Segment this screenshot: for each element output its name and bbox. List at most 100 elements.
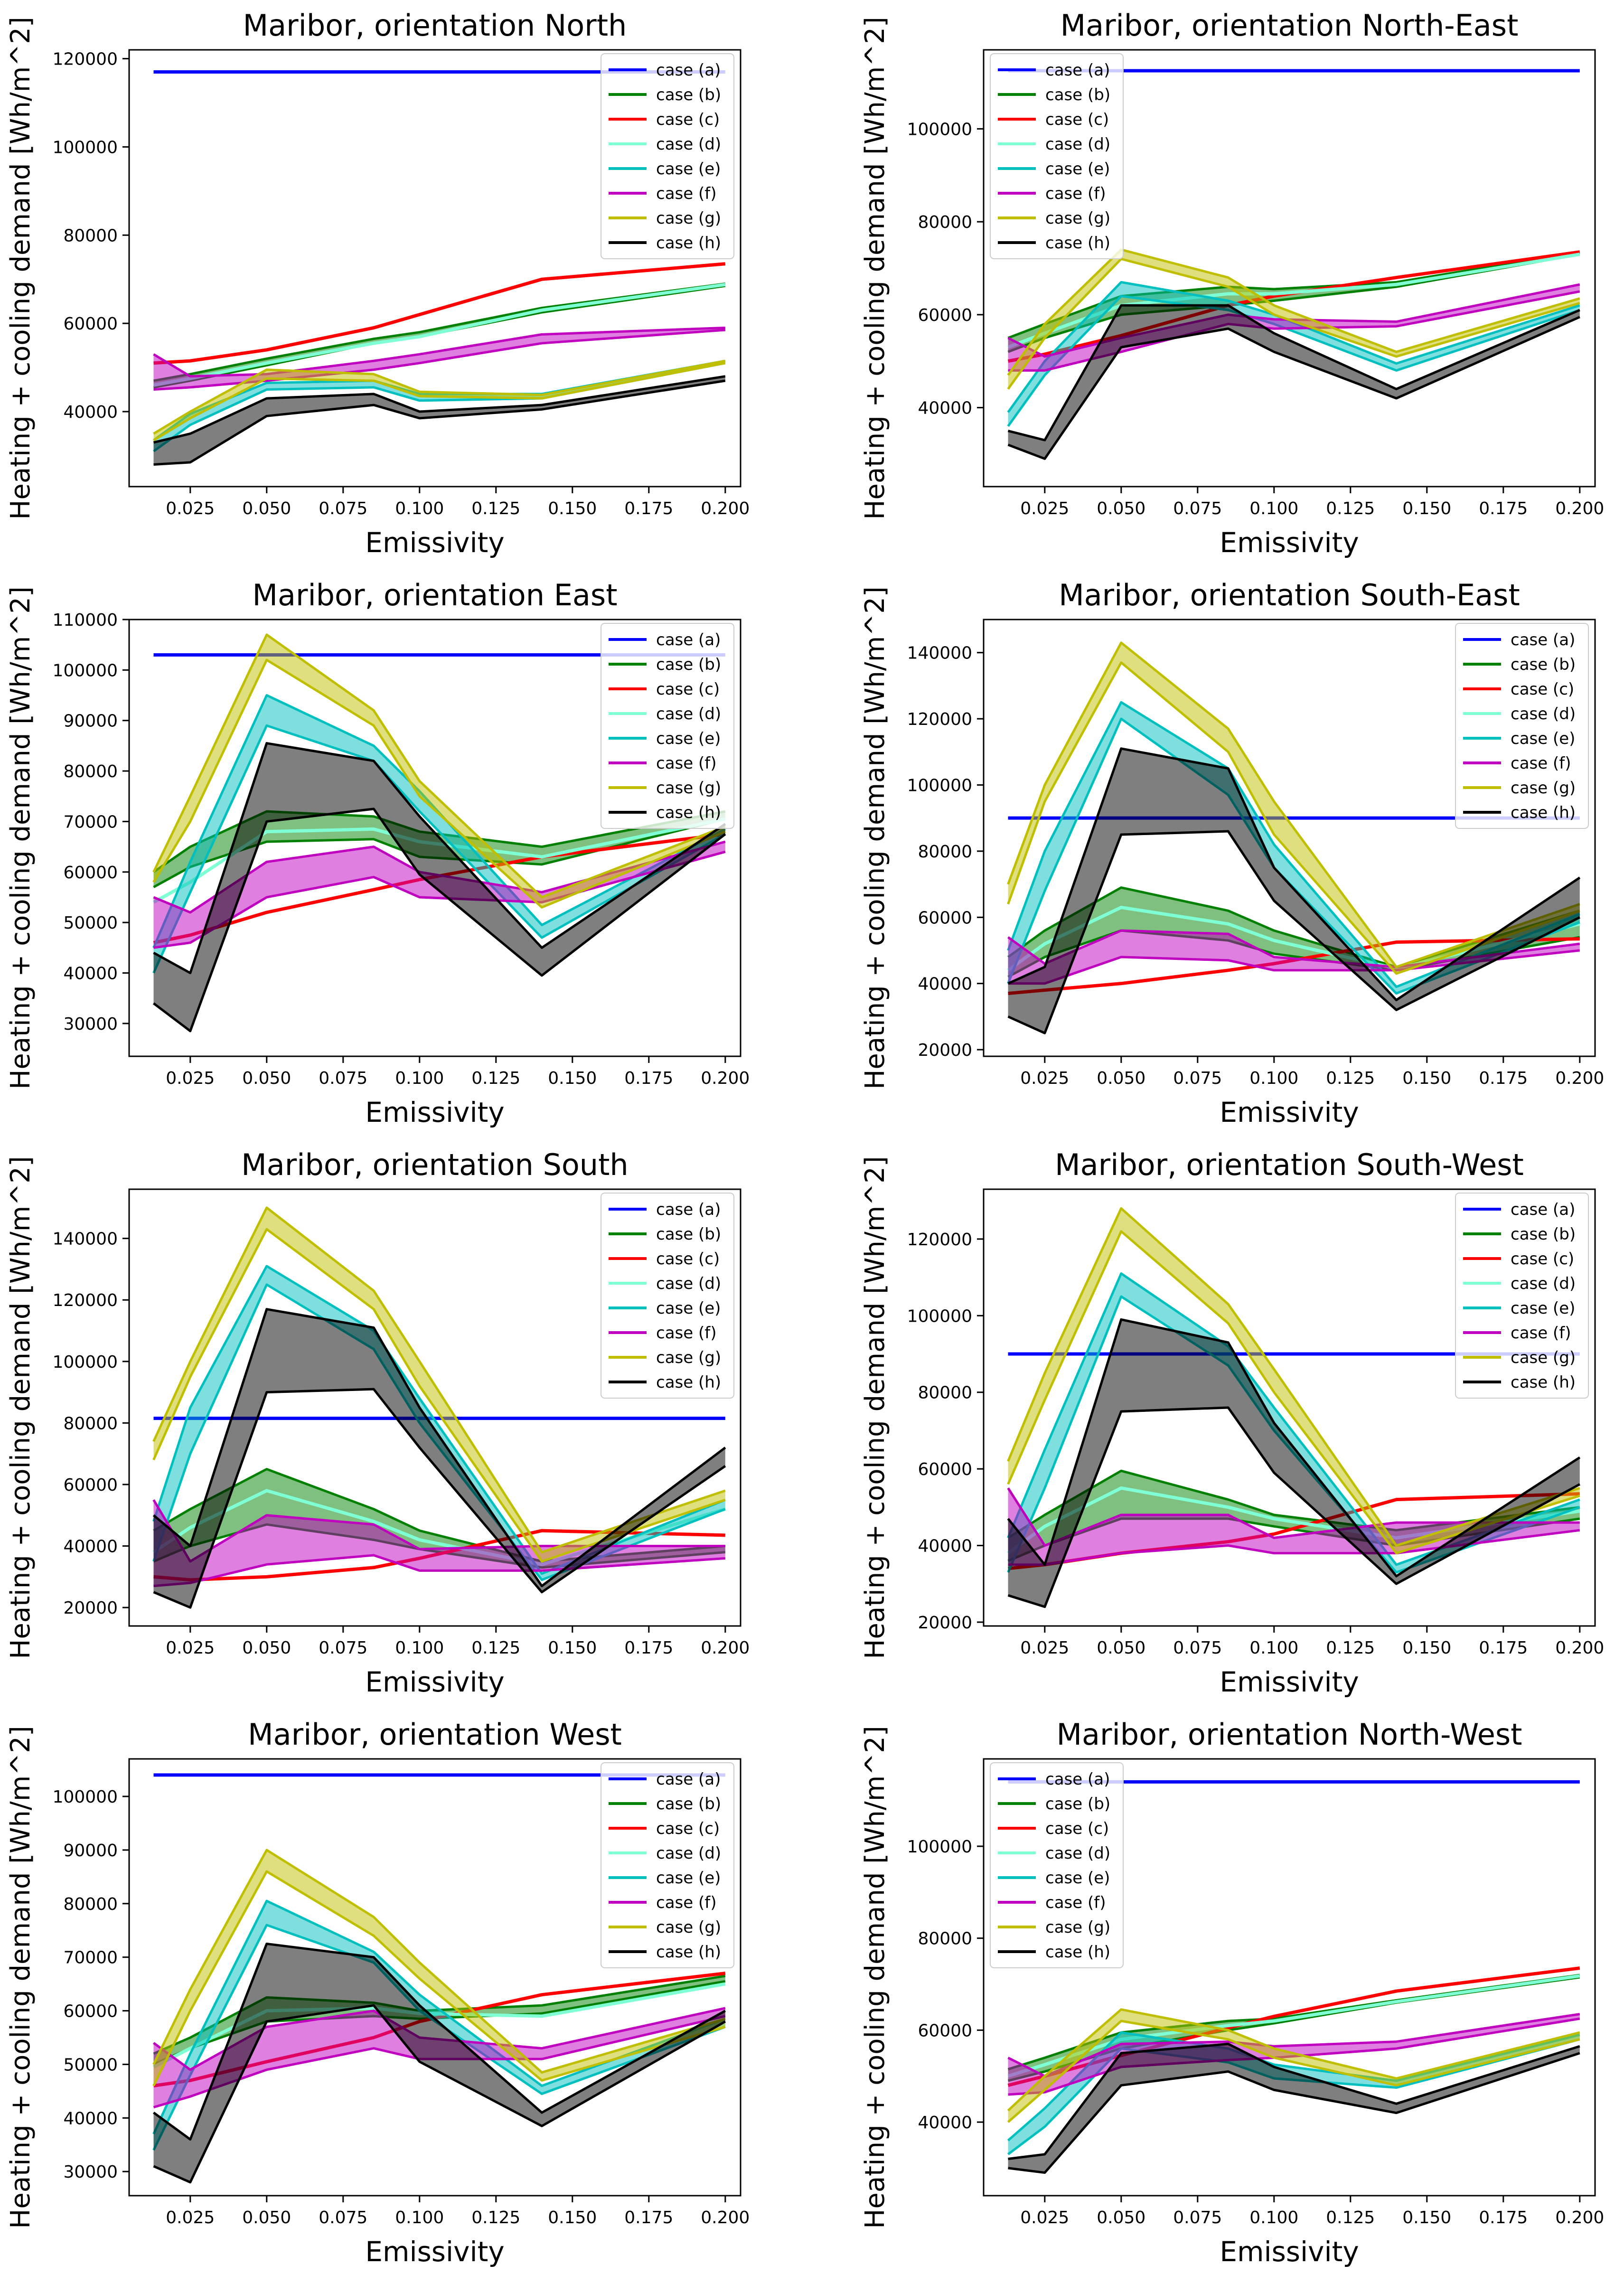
x-tick-label: 0.100 (395, 1638, 444, 1658)
legend-label: case (e) (1045, 160, 1110, 179)
x-tick-label: 0.050 (1097, 2208, 1145, 2227)
band-upper-line-case-g (152, 1206, 726, 1554)
legend-label: case (d) (1045, 135, 1110, 154)
axes-frame (983, 1188, 1596, 1627)
x-tick-label: 0.100 (1249, 2208, 1298, 2227)
y-tick-label: 120000 (53, 50, 118, 69)
legend-entry-case-a: case (a) (609, 61, 721, 80)
y-tick-label: 100000 (53, 661, 118, 680)
series-case-h (1007, 304, 1580, 460)
band-lower-line-case-f (153, 2015, 726, 2109)
x-tick-label: 0.075 (319, 1069, 367, 1088)
legend-label: case (h) (656, 1943, 721, 1962)
chart-title: Maribor, orientation North-West (1057, 1717, 1522, 1752)
legend-label: case (c) (1511, 1250, 1574, 1269)
legend-box (601, 53, 734, 259)
legend-label: case (g) (656, 779, 721, 798)
legend: case (a) case (b) case (c) case (d) case (e)… (1455, 1193, 1589, 1399)
x-tick-label: 0.025 (1020, 1069, 1069, 1088)
legend-entry-case-b: case (b) (609, 85, 721, 104)
x-tick-label: 0.050 (1097, 1638, 1145, 1658)
x-tick-label: 0.025 (166, 2208, 215, 2227)
y-tick-label: 80000 (63, 1895, 118, 1914)
legend-entry-case-f: case (f) (609, 1324, 716, 1343)
x-tick-label: 0.175 (624, 2208, 673, 2227)
legend-label: case (g) (656, 209, 721, 228)
legend-label: case (d) (656, 135, 721, 154)
y-tick-label: 140000 (53, 1230, 118, 1249)
legend-entry-case-c: case (c) (609, 680, 720, 699)
legend-label: case (f) (656, 184, 716, 203)
x-tick-label: 0.200 (701, 499, 750, 518)
legend-label: case (a) (656, 1200, 721, 1219)
x-tick-label: 0.200 (701, 2208, 750, 2227)
legend-entry-case-g: case (g) (998, 1918, 1110, 1937)
y-tick-label: 100000 (907, 120, 972, 139)
legend-label: case (d) (656, 1844, 721, 1863)
axes-frame (128, 49, 742, 488)
y-tick-label: 120000 (907, 1230, 972, 1250)
legend-box (601, 623, 734, 829)
chart-panel-2: Maribor, orientation North-East 0.025 0.05… (860, 8, 1604, 559)
x-tick-label: 0.075 (1173, 499, 1222, 518)
x-tick-label: 0.025 (166, 499, 215, 518)
legend-label: case (a) (1511, 1200, 1575, 1219)
chart-title: Maribor, orientation East (252, 578, 617, 612)
legend-label: case (c) (656, 1250, 720, 1269)
y-tick-label: 40000 (918, 399, 972, 418)
y-tick-label: 50000 (63, 913, 118, 933)
series-case-h (153, 1942, 726, 2184)
plot-area (1007, 1780, 1580, 2174)
legend-label: case (c) (1511, 680, 1574, 699)
x-tick-label: 0.025 (1020, 2208, 1069, 2227)
x-tick-label: 0.050 (1097, 499, 1145, 518)
x-tick-label: 0.200 (701, 1638, 750, 1658)
legend-entry-case-b: case (b) (609, 655, 721, 674)
legend-entry-case-f: case (f) (1463, 754, 1571, 773)
y-tick-label: 80000 (63, 1414, 118, 1433)
legend-entry-case-g: case (g) (609, 1918, 721, 1937)
band-upper-line-case-h (152, 1308, 726, 1588)
x-tick-label: 0.150 (548, 2208, 597, 2227)
band-lower-line-case-h (153, 379, 726, 466)
legend-entry-case-e: case (e) (1463, 1299, 1575, 1318)
x-tick-label: 0.150 (548, 1069, 597, 1088)
series-case-g (152, 1849, 726, 2086)
x-axis-label: Emissivity (1220, 526, 1359, 559)
y-axis-label: Heating + cooling demand [Wh/m^2] (5, 1156, 36, 1659)
legend-label: case (e) (1511, 729, 1575, 748)
y-tick-label: 40000 (63, 2109, 118, 2128)
y-tick-label: 40000 (63, 1537, 118, 1557)
x-axis-label: Emissivity (365, 1096, 504, 1128)
y-axis-label: Heating + cooling demand [Wh/m^2] (860, 1156, 891, 1659)
legend-entry-case-a: case (a) (609, 1770, 721, 1789)
series-case-h (1007, 1318, 1581, 1608)
legend-entry-case-h: case (h) (609, 803, 721, 822)
y-tick-label: 30000 (63, 1015, 118, 1034)
legend-label: case (b) (656, 85, 721, 104)
legend-entry-case-g: case (g) (609, 209, 721, 228)
x-tick-label: 0.100 (395, 1069, 444, 1088)
x-tick-label: 0.200 (1555, 499, 1604, 518)
legend-label: case (c) (656, 1819, 720, 1838)
legend-label: case (f) (1045, 1893, 1106, 1912)
legend-entry-case-f: case (f) (609, 1893, 716, 1912)
y-tick-label: 100000 (53, 1353, 118, 1372)
legend-label: case (e) (656, 160, 721, 179)
legend-label: case (f) (656, 754, 716, 773)
x-tick-label: 0.175 (1479, 499, 1528, 518)
legend-label: case (d) (656, 705, 721, 724)
legend-label: case (h) (656, 803, 721, 822)
band-fill-case-b (153, 1469, 725, 1568)
x-axis-label: Emissivity (1220, 1096, 1359, 1128)
legend-entry-case-g: case (g) (609, 779, 721, 798)
series-case-d (1007, 1974, 1580, 2078)
legend-entry-case-a: case (a) (609, 1200, 721, 1219)
legend-label: case (b) (656, 1225, 721, 1244)
x-tick-label: 0.125 (471, 499, 520, 518)
legend-label: case (a) (1511, 630, 1575, 649)
series-case-c (153, 262, 726, 365)
legend-label: case (h) (656, 1373, 721, 1392)
legend-label: case (g) (1511, 1348, 1576, 1367)
